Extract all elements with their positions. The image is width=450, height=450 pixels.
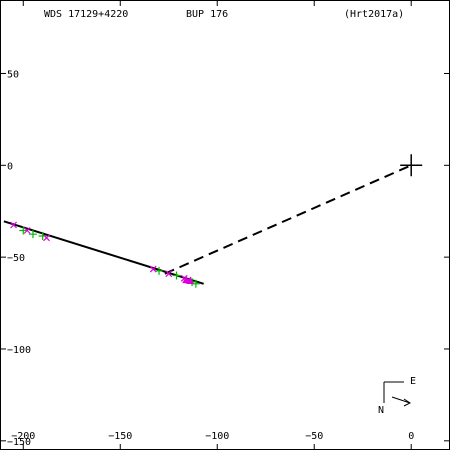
y-tick-label: −150 xyxy=(7,437,31,448)
obs-plus xyxy=(19,226,28,235)
reference: (Hrt2017a) xyxy=(344,9,405,20)
obs-x xyxy=(23,227,31,234)
primary-star xyxy=(400,154,423,177)
data-marks xyxy=(3,154,423,288)
obs-x xyxy=(10,221,18,229)
obs-plus xyxy=(155,266,164,275)
compass-east-label: E xyxy=(410,376,416,387)
compass: E N xyxy=(378,376,416,416)
star-name: BUP 176 xyxy=(186,9,229,20)
obs-plus xyxy=(28,230,37,239)
y-tick-label: 50 xyxy=(7,69,19,80)
compass-north-label: N xyxy=(378,405,384,416)
obs-triangle xyxy=(186,277,195,285)
x-tick-label: −150 xyxy=(108,431,132,442)
wds-designation: WDS 17129+4220 xyxy=(44,9,129,20)
y-tick-label: 0 xyxy=(7,161,13,172)
obs-x xyxy=(165,270,173,278)
x-tick-label: −200 xyxy=(11,431,35,442)
compass-axes xyxy=(383,381,404,403)
obs-x xyxy=(43,234,50,242)
y-tick-label: −100 xyxy=(7,345,31,356)
x-tick-label: −50 xyxy=(305,431,323,442)
obs-plus xyxy=(172,271,181,280)
obs-x xyxy=(149,265,157,273)
fit-line xyxy=(3,220,204,285)
y-tick-label: −50 xyxy=(7,253,25,264)
motion-arrow-icon xyxy=(391,396,411,407)
dashed-line xyxy=(164,164,412,275)
x-tick-label: −100 xyxy=(205,431,229,442)
x-tick-label: 0 xyxy=(408,431,414,442)
